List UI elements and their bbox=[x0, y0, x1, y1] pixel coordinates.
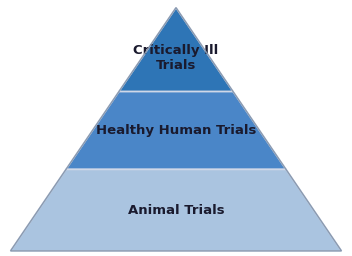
Polygon shape bbox=[119, 8, 233, 92]
Polygon shape bbox=[66, 92, 286, 169]
Text: Critically Ill
Trials: Critically Ill Trials bbox=[133, 44, 219, 71]
Polygon shape bbox=[11, 169, 341, 251]
Text: Animal Trials: Animal Trials bbox=[128, 204, 224, 217]
Text: Healthy Human Trials: Healthy Human Trials bbox=[96, 124, 256, 137]
